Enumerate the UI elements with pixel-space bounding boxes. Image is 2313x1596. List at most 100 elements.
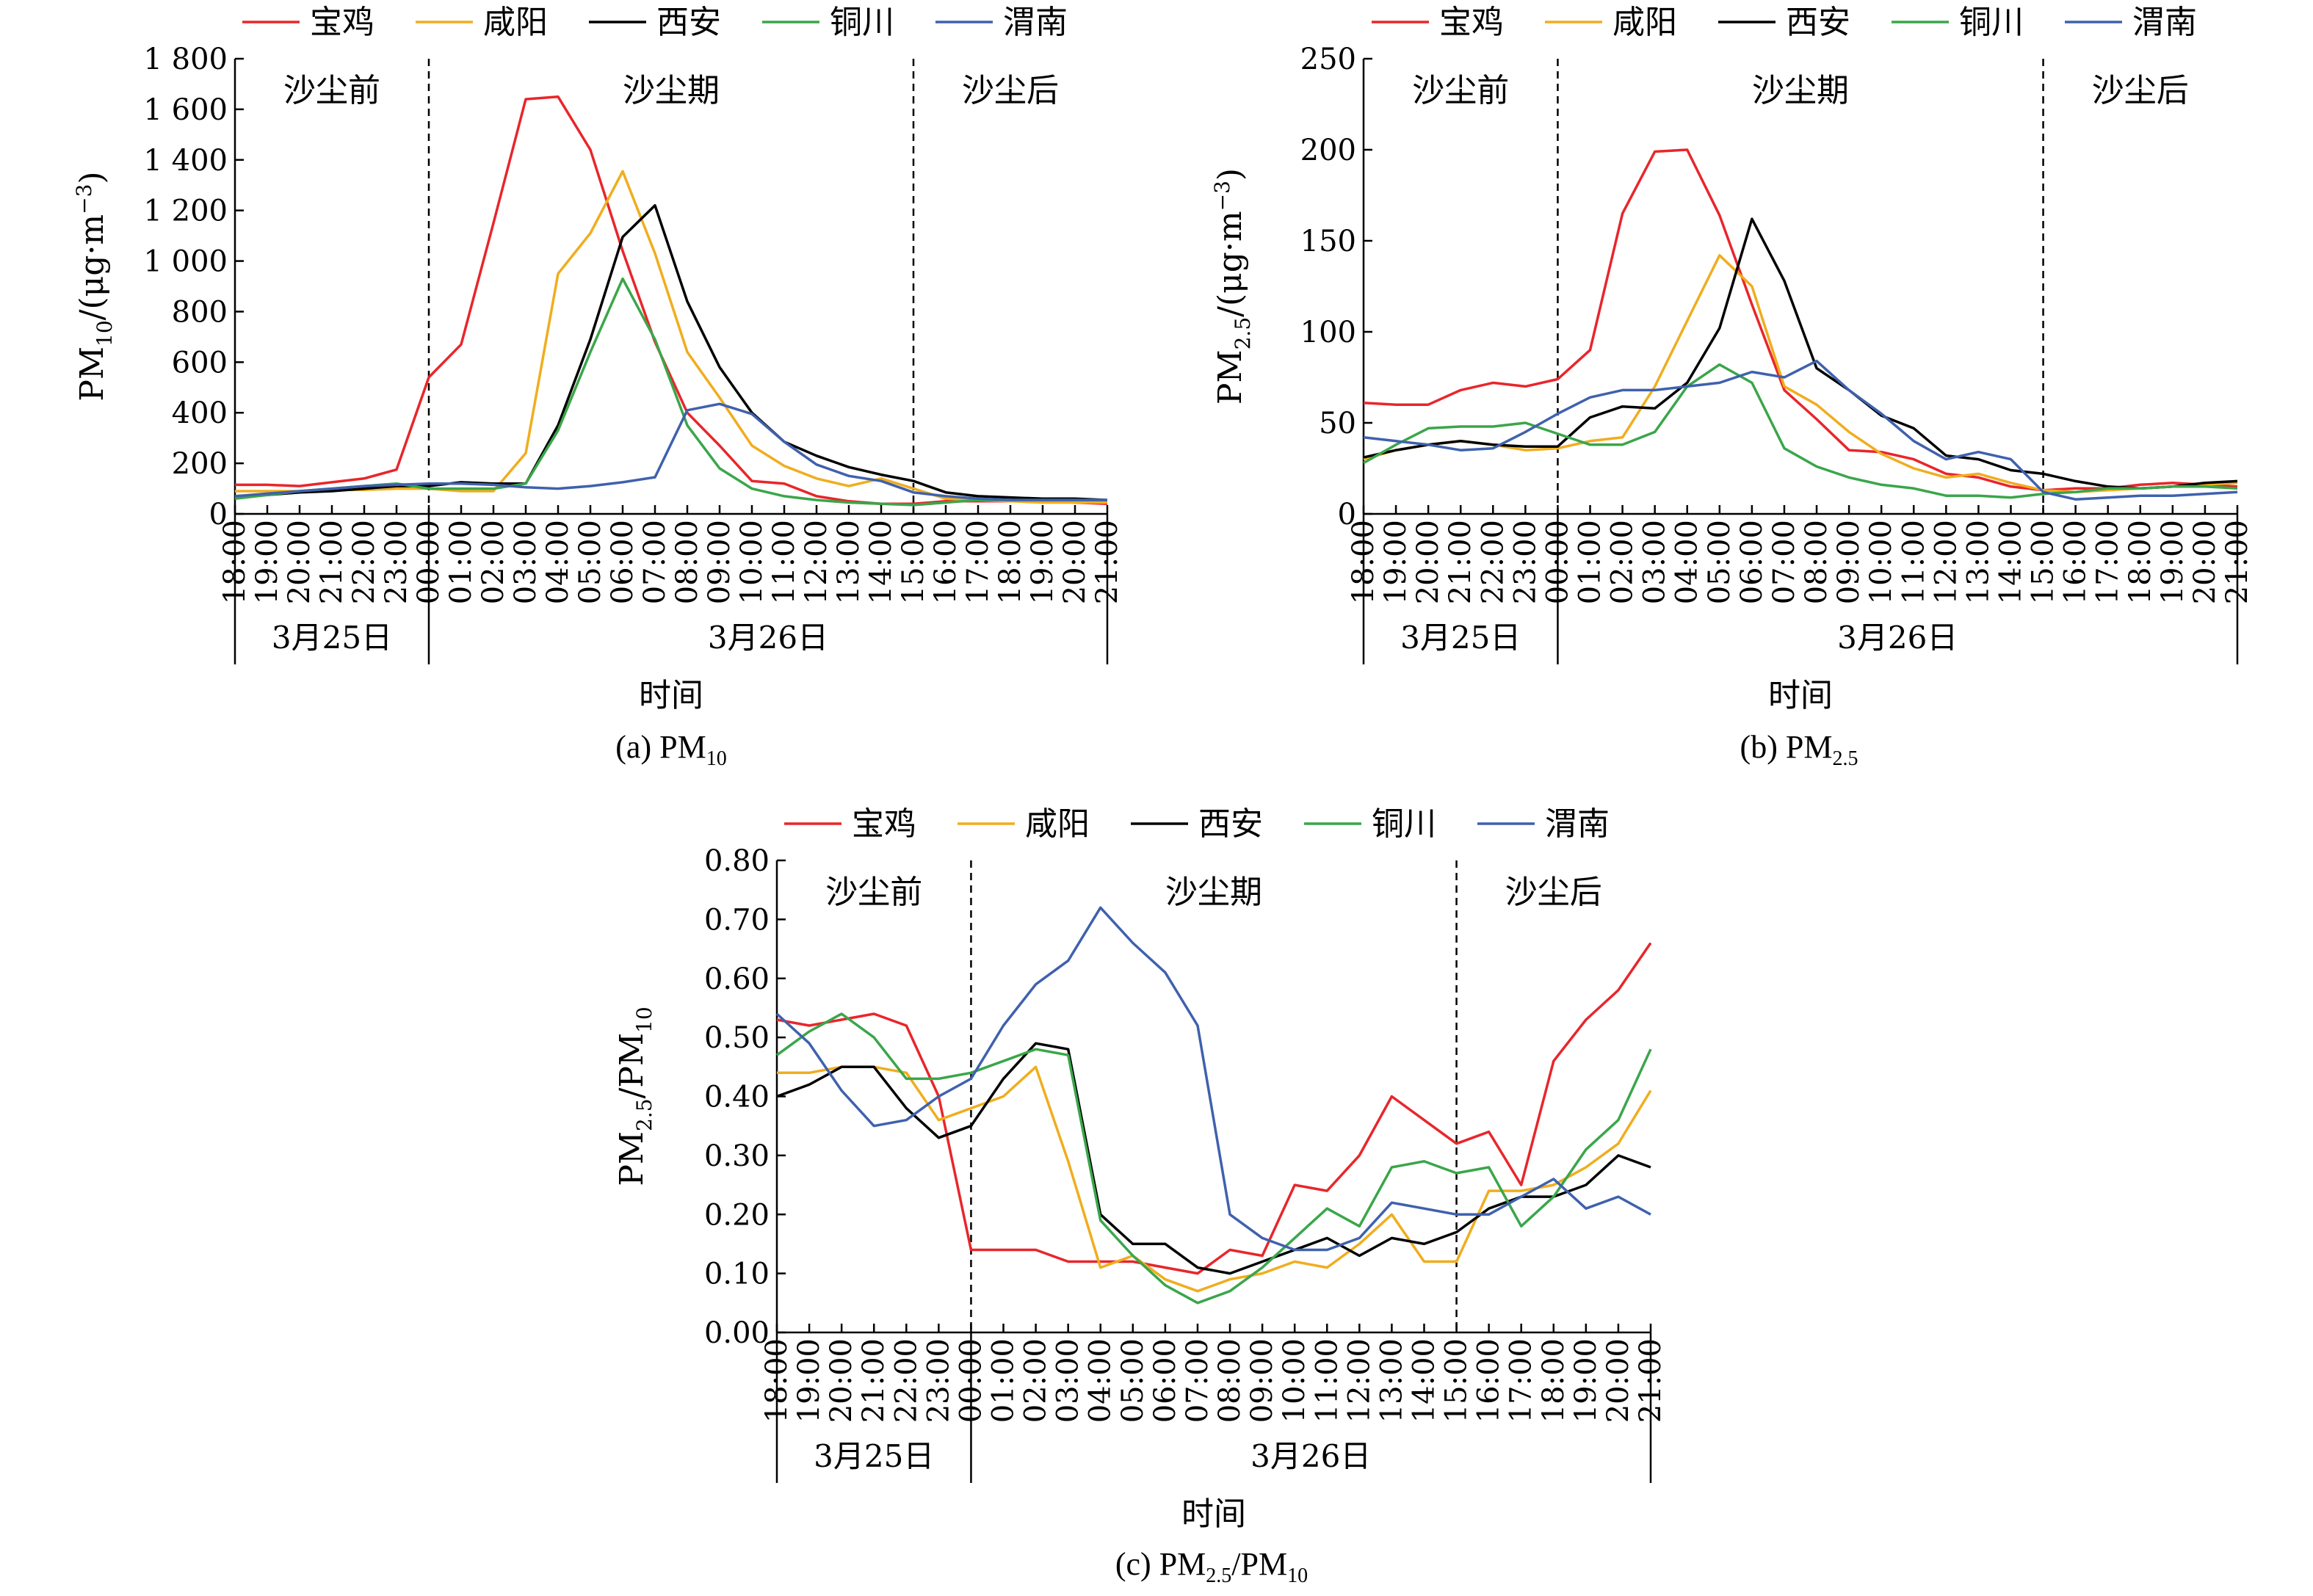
legend-label-5: 渭南	[2132, 4, 2197, 41]
x-tick-label: 12:00	[1929, 520, 1963, 604]
y-tick-label: 1 400	[143, 144, 228, 178]
x-tick-label: 22:00	[347, 520, 381, 604]
x-tick-label: 10:00	[1278, 1338, 1311, 1423]
x-tick-label: 23:00	[922, 1338, 955, 1423]
x-tick-label: 08:00	[1213, 1338, 1247, 1423]
period-label-2: 沙尘期	[1165, 874, 1262, 911]
x-tick-label: 12:00	[1342, 1338, 1376, 1423]
x-tick-label: 20:00	[1058, 520, 1092, 604]
y-tick-label: 600	[172, 346, 228, 380]
date-label-2: 3月26日	[1837, 620, 1958, 656]
series-line-咸阳	[777, 1065, 1652, 1293]
legend-label-1: 宝鸡	[1439, 4, 1504, 41]
y-tick-label: 0.80	[704, 844, 770, 878]
y-tick-label: 400	[172, 396, 228, 430]
date-label-2: 3月26日	[1250, 1438, 1371, 1474]
y-tick-label: 250	[1300, 43, 1356, 76]
period-label-3: 沙尘后	[962, 72, 1059, 109]
y-tick-label: 100	[1300, 316, 1356, 349]
y-tick-label: 800	[172, 295, 228, 329]
y-axis-label: PM2.5/PM10	[613, 1006, 656, 1186]
y-tick-label: 0.70	[704, 903, 770, 937]
x-tick-label: 19:00	[1379, 520, 1413, 604]
x-tick-label: 20:00	[2188, 520, 2222, 604]
date-label-1: 3月25日	[272, 620, 392, 656]
x-tick-label: 14:00	[1407, 1338, 1441, 1423]
x-tick-label: 19:00	[1569, 1338, 1603, 1423]
y-tick-label: 0.30	[704, 1139, 770, 1173]
period-label-2: 沙尘期	[623, 72, 720, 109]
x-tick-label: 18:00	[2124, 520, 2157, 604]
period-label-2: 沙尘期	[1752, 72, 1849, 109]
legend-label-5: 渭南	[1545, 805, 1610, 843]
chart-caption: (b) PM2.5	[1740, 729, 1858, 770]
x-tick-label: 09:00	[703, 520, 736, 604]
series-line-铜川	[775, 1012, 1652, 1305]
x-tick-label: 20:00	[825, 1338, 858, 1423]
x-tick-label: 14:00	[1994, 520, 2027, 604]
series-line-铜川	[234, 277, 1107, 507]
x-tick-label: 19:00	[1026, 520, 1060, 604]
legend-label-3: 西安	[1198, 805, 1263, 843]
x-tick-label: 05:00	[573, 520, 607, 604]
y-axis-label: PM2.5/(μg·m−3)	[1210, 168, 1255, 405]
x-tick-label: 21:00	[857, 1338, 891, 1423]
x-tick-label: 17:00	[961, 520, 995, 604]
x-tick-label: 13:00	[1375, 1338, 1408, 1423]
y-tick-label: 0.60	[704, 962, 770, 996]
x-tick-label: 20:00	[283, 520, 316, 604]
x-tick-label: 08:00	[670, 520, 704, 604]
x-tick-label: 02:00	[477, 520, 510, 604]
y-tick-label: 150	[1300, 225, 1356, 258]
legend: 宝鸡 咸阳 西安 铜川 渭南	[1372, 4, 2197, 41]
series-line-西安	[1363, 217, 2238, 490]
legend-label-2: 咸阳	[1025, 805, 1090, 843]
x-tick-label: 15:00	[2027, 520, 2060, 604]
series-line-宝鸡	[776, 942, 1652, 1275]
x-tick-label: 22:00	[1476, 520, 1510, 604]
x-tick-label: 07:00	[1181, 1338, 1215, 1423]
x-axis-label: 时间	[1768, 677, 1833, 714]
x-tick-label: 12:00	[800, 520, 833, 604]
legend-label-2: 咸阳	[1612, 4, 1677, 41]
x-tick-label: 17:00	[1505, 1338, 1538, 1423]
x-tick-label: 13:00	[1961, 520, 1995, 604]
x-tick-label: 02:00	[1606, 520, 1640, 604]
legend-label-4: 铜川	[1959, 4, 2024, 41]
x-tick-label: 05:00	[1703, 520, 1737, 604]
period-label-3: 沙尘后	[2092, 72, 2189, 109]
series-line-西安	[776, 1042, 1651, 1275]
x-tick-label: 04:00	[1670, 520, 1704, 604]
x-tick-label: 03:00	[509, 520, 543, 604]
period-label-3: 沙尘后	[1505, 874, 1602, 911]
x-tick-label: 19:00	[250, 520, 284, 604]
period-label-1: 沙尘前	[283, 72, 380, 109]
period-label-1: 沙尘前	[1412, 72, 1509, 109]
x-tick-label: 23:00	[380, 520, 413, 604]
x-tick-label: 05:00	[1116, 1338, 1150, 1423]
chart-panel-1: 宝鸡 咸阳 西安 铜川 渭南 0 200 400 600 800 1 000 1 200 1 400 1 …	[72, 4, 1124, 770]
y-tick-label: 0.20	[704, 1198, 770, 1232]
legend-label-5: 渭南	[1003, 4, 1068, 41]
x-tick-label: 03:00	[1638, 520, 1672, 604]
series-line-渭南	[234, 402, 1107, 501]
legend: 宝鸡 咸阳 西安 铜川 渭南	[242, 4, 1068, 41]
chart-panel-3: 宝鸡 咸阳 西安 铜川 渭南 0.00 0.10 0.20 0.30 0.40 0.50 0.60 0.…	[613, 805, 1668, 1587]
x-tick-label: 20:00	[1411, 520, 1445, 604]
x-tick-label: 19:00	[2156, 520, 2190, 604]
series-line-渭南	[775, 906, 1651, 1252]
y-tick-label: 0.10	[704, 1258, 770, 1291]
x-tick-label: 11:00	[767, 520, 801, 604]
y-tick-label: 0	[1338, 498, 1356, 532]
x-tick-label: 16:00	[1472, 1338, 1506, 1423]
x-tick-label: 07:00	[638, 520, 672, 604]
x-axis-label: 时间	[1181, 1495, 1246, 1533]
chart-caption: (a) PM10	[615, 729, 726, 770]
x-tick-label: 09:00	[1245, 1338, 1279, 1423]
legend-label-4: 铜川	[830, 4, 894, 41]
x-tick-label: 04:00	[541, 520, 575, 604]
x-tick-label: 18:00	[1537, 1338, 1571, 1423]
x-tick-label: 03:00	[1051, 1338, 1085, 1423]
x-tick-label: 06:00	[1148, 1338, 1182, 1423]
